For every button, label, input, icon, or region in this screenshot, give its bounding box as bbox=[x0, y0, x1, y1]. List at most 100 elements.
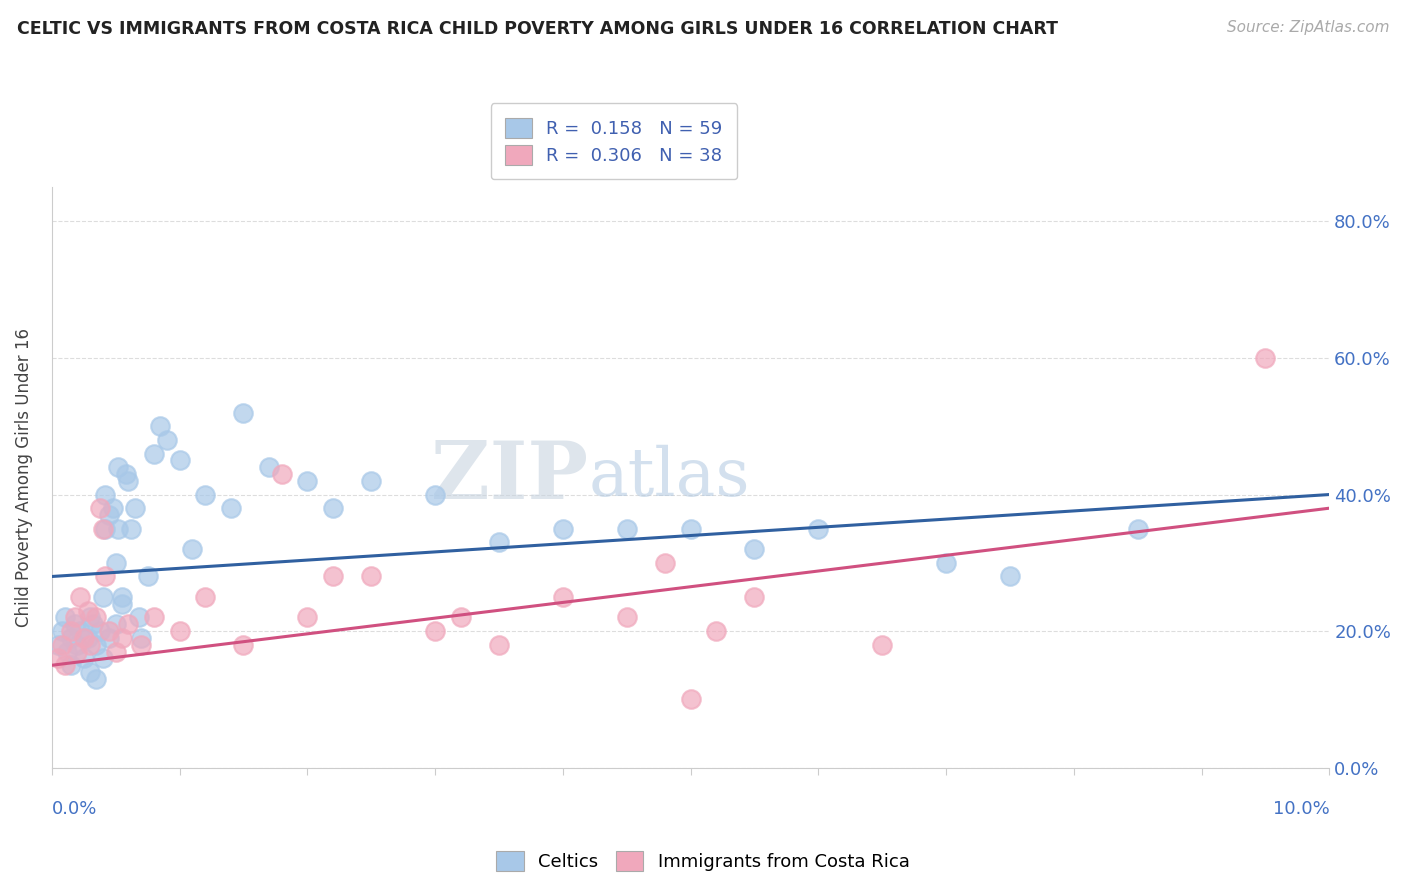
Point bbox=[156, 433, 179, 447]
Point bbox=[111, 590, 134, 604]
Point bbox=[79, 638, 101, 652]
Point bbox=[219, 501, 242, 516]
Point bbox=[194, 487, 217, 501]
Point bbox=[149, 419, 172, 434]
Point bbox=[870, 638, 893, 652]
Point bbox=[53, 658, 76, 673]
Point bbox=[86, 672, 108, 686]
Point bbox=[111, 597, 134, 611]
Point bbox=[136, 569, 159, 583]
Point bbox=[66, 645, 89, 659]
Point bbox=[297, 610, 319, 624]
Point bbox=[107, 460, 129, 475]
Point bbox=[94, 569, 117, 583]
Point bbox=[423, 487, 446, 501]
Point bbox=[117, 617, 139, 632]
Point bbox=[111, 631, 134, 645]
Text: ZIP: ZIP bbox=[432, 439, 588, 516]
Point bbox=[82, 617, 104, 632]
Point bbox=[98, 631, 121, 645]
Point bbox=[120, 522, 142, 536]
Point bbox=[744, 590, 766, 604]
Point bbox=[91, 651, 114, 665]
Point bbox=[232, 406, 254, 420]
Point bbox=[169, 624, 191, 639]
Point bbox=[89, 501, 111, 516]
Point bbox=[63, 617, 86, 632]
Point bbox=[53, 610, 76, 624]
Point bbox=[98, 508, 121, 522]
Point bbox=[450, 610, 472, 624]
Point bbox=[488, 638, 510, 652]
Point bbox=[124, 501, 146, 516]
Point bbox=[194, 590, 217, 604]
Text: 0.0%: 0.0% bbox=[52, 799, 97, 818]
Point bbox=[142, 446, 165, 460]
Point bbox=[322, 501, 344, 516]
Point bbox=[360, 474, 382, 488]
Text: 10.0%: 10.0% bbox=[1272, 799, 1329, 818]
Point bbox=[104, 645, 127, 659]
Point bbox=[744, 542, 766, 557]
Text: atlas: atlas bbox=[588, 445, 749, 510]
Point bbox=[679, 522, 702, 536]
Point bbox=[91, 590, 114, 604]
Point bbox=[79, 610, 101, 624]
Point bbox=[69, 590, 91, 604]
Point bbox=[104, 617, 127, 632]
Point bbox=[76, 631, 98, 645]
Point bbox=[79, 665, 101, 679]
Point bbox=[257, 460, 280, 475]
Point bbox=[46, 651, 69, 665]
Point bbox=[129, 631, 152, 645]
Point bbox=[1254, 351, 1277, 365]
Point bbox=[91, 522, 114, 536]
Text: Source: ZipAtlas.com: Source: ZipAtlas.com bbox=[1226, 20, 1389, 35]
Point bbox=[101, 501, 124, 516]
Point bbox=[142, 610, 165, 624]
Point bbox=[232, 638, 254, 652]
Point bbox=[360, 569, 382, 583]
Point bbox=[115, 467, 138, 481]
Y-axis label: Child Poverty Among Girls Under 16: Child Poverty Among Girls Under 16 bbox=[15, 328, 32, 627]
Point bbox=[59, 624, 82, 639]
Point bbox=[129, 638, 152, 652]
Point bbox=[76, 604, 98, 618]
Point bbox=[104, 556, 127, 570]
Point bbox=[66, 638, 89, 652]
Point bbox=[169, 453, 191, 467]
Point bbox=[935, 556, 957, 570]
Legend: Celtics, Immigrants from Costa Rica: Celtics, Immigrants from Costa Rica bbox=[489, 844, 917, 879]
Text: CELTIC VS IMMIGRANTS FROM COSTA RICA CHILD POVERTY AMONG GIRLS UNDER 16 CORRELAT: CELTIC VS IMMIGRANTS FROM COSTA RICA CHI… bbox=[17, 20, 1057, 37]
Point bbox=[998, 569, 1021, 583]
Point bbox=[86, 610, 108, 624]
Point bbox=[551, 590, 574, 604]
Point bbox=[128, 610, 150, 624]
Point bbox=[89, 624, 111, 639]
Point bbox=[73, 651, 96, 665]
Point bbox=[86, 638, 108, 652]
Point bbox=[94, 522, 117, 536]
Point bbox=[51, 624, 73, 639]
Point bbox=[117, 474, 139, 488]
Point bbox=[654, 556, 676, 570]
Point bbox=[51, 638, 73, 652]
Point bbox=[56, 645, 79, 659]
Point bbox=[107, 522, 129, 536]
Point bbox=[59, 658, 82, 673]
Point bbox=[807, 522, 830, 536]
Point bbox=[551, 522, 574, 536]
Point bbox=[63, 610, 86, 624]
Point bbox=[423, 624, 446, 639]
Point bbox=[59, 631, 82, 645]
Point bbox=[322, 569, 344, 583]
Point bbox=[46, 638, 69, 652]
Point bbox=[616, 610, 638, 624]
Point bbox=[704, 624, 727, 639]
Point bbox=[270, 467, 292, 481]
Point bbox=[616, 522, 638, 536]
Point bbox=[1126, 522, 1149, 536]
Point bbox=[73, 631, 96, 645]
Point bbox=[98, 624, 121, 639]
Point bbox=[488, 535, 510, 549]
